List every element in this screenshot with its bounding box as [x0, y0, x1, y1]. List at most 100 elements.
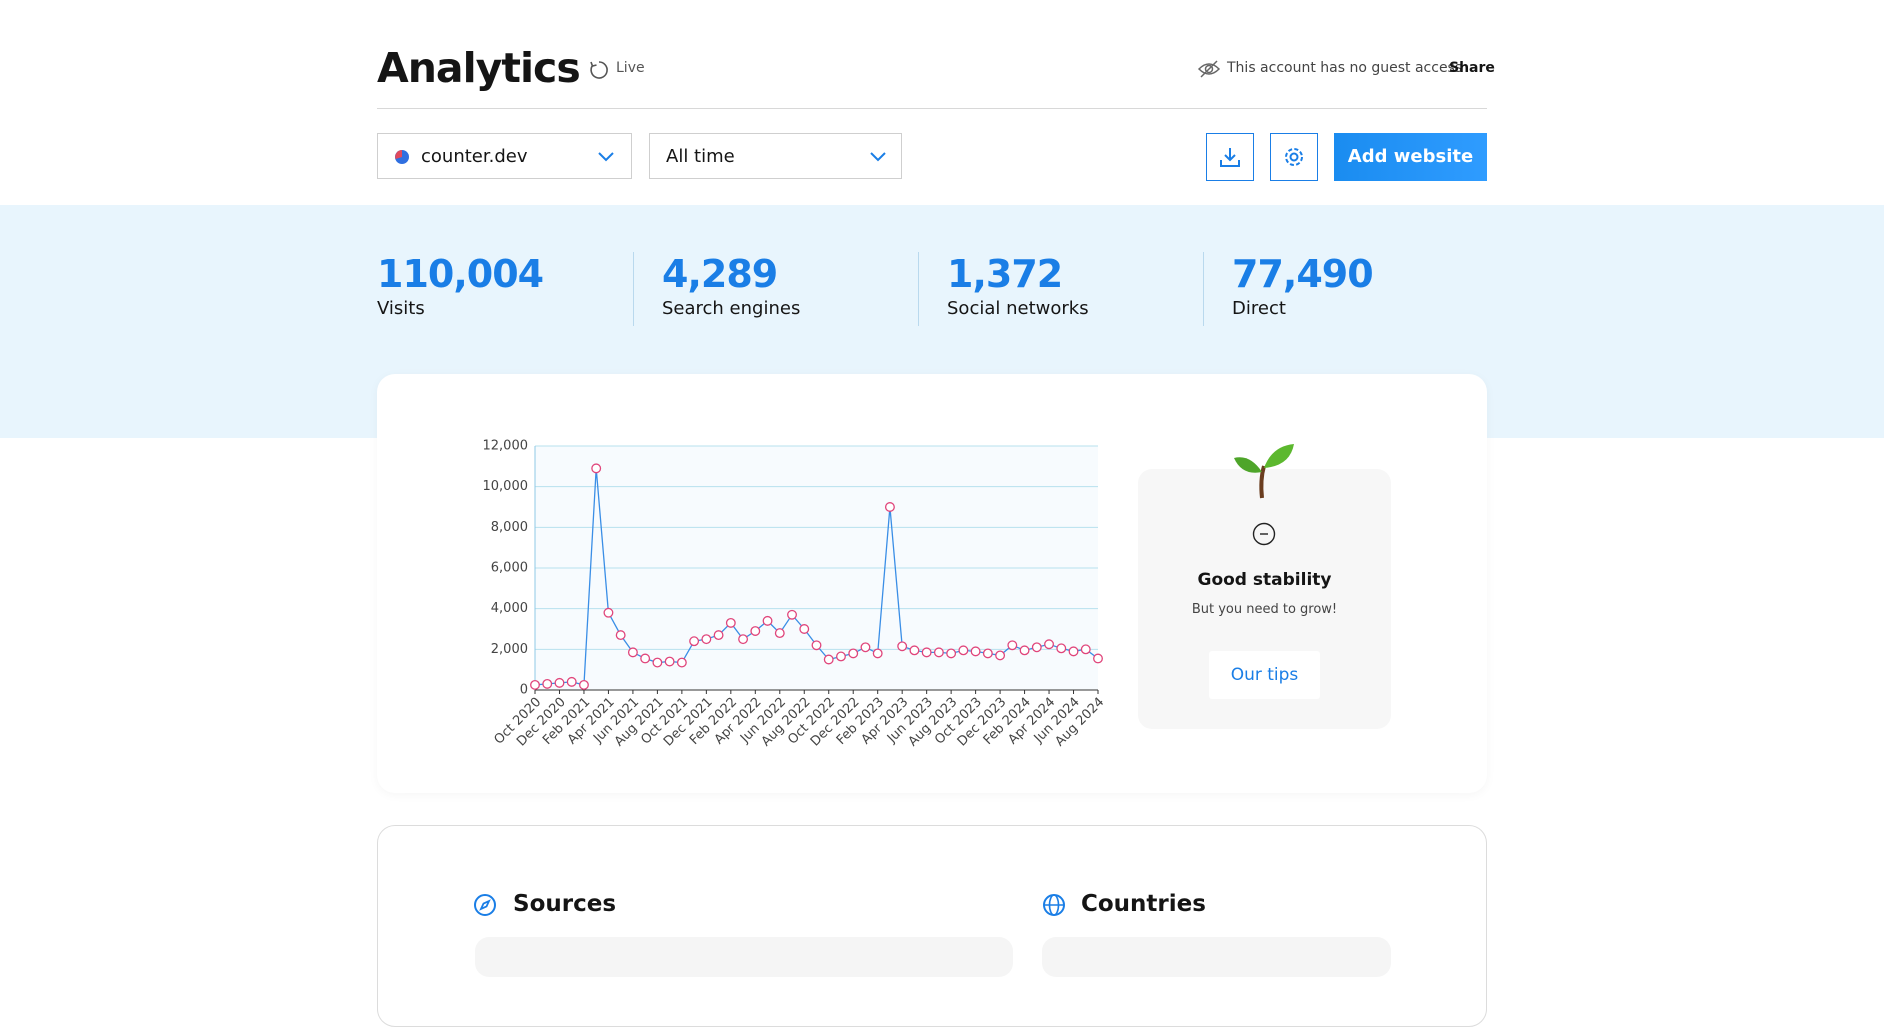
data-point [799, 624, 810, 634]
data-point [958, 645, 969, 656]
data-point [738, 634, 749, 645]
data-point [946, 648, 957, 659]
data-point [701, 634, 712, 645]
data-point [530, 679, 540, 690]
page-body: Analytics Live This account has no guest… [0, 44, 1884, 1027]
data-point [1080, 644, 1091, 655]
data-point [603, 607, 614, 618]
no-guest-icon [1197, 60, 1221, 78]
stat-label: Search engines [662, 298, 801, 319]
data-point [848, 648, 859, 659]
stat-value: 4,289 [662, 252, 778, 296]
data-point [1056, 643, 1067, 654]
sources-heading: Sources [513, 891, 617, 917]
stat-divider [918, 252, 919, 326]
live-icon [590, 61, 608, 79]
countries-table-header [1042, 937, 1391, 977]
data-point [1007, 640, 1018, 651]
stat-label: Visits [377, 298, 425, 319]
data-point [921, 647, 932, 658]
stat: 4,289 Search engines [662, 252, 800, 326]
settings-button[interactable] [1270, 133, 1318, 181]
data-point [713, 630, 724, 641]
data-point [640, 653, 651, 664]
y-tick-label: 0 [520, 683, 528, 698]
chevron [870, 152, 886, 162]
share-button[interactable]: Share [1449, 60, 1495, 76]
data-point [872, 648, 883, 659]
data-point [762, 615, 773, 626]
data-point [689, 636, 700, 647]
stat-value: 77,490 [1232, 252, 1374, 296]
sources-icon [474, 894, 496, 916]
data-point [860, 642, 871, 653]
data-point [884, 502, 895, 512]
data-point [970, 646, 981, 657]
plant-icon [1234, 444, 1294, 499]
data-point [554, 677, 565, 688]
stat: 110,004 Visits [377, 252, 544, 326]
download-button[interactable] [1206, 133, 1254, 181]
y-tick-label: 2,000 [491, 642, 528, 657]
site-icon [395, 150, 409, 164]
data-point [615, 630, 626, 641]
data-point [774, 628, 785, 639]
data-point [591, 463, 602, 474]
stat-label: Social networks [947, 298, 1089, 319]
stat-value: 1,372 [947, 252, 1063, 296]
details-card [377, 825, 1487, 1027]
countries-heading: Countries [1081, 891, 1206, 917]
data-point [1031, 642, 1042, 653]
tips-button[interactable]: Our tips [1209, 651, 1320, 699]
site-name: counter.dev [421, 146, 528, 167]
stat-divider [633, 252, 634, 326]
y-tick-label: 10,000 [483, 479, 529, 494]
sources-table-header [475, 937, 1013, 977]
stat: 77,490 Direct [1232, 252, 1374, 326]
download-icon [1220, 148, 1240, 167]
data-point [579, 679, 589, 690]
data-point [750, 626, 761, 636]
y-tick-label: 4,000 [491, 601, 528, 616]
page: Analytics { "header": {"title": "Analyti… [0, 44, 1884, 1027]
data-point [566, 676, 577, 687]
data-point [627, 647, 638, 658]
range-label: All time [666, 146, 735, 167]
data-point [982, 648, 993, 659]
data-point [836, 651, 846, 662]
data-point [1019, 645, 1030, 656]
data-point [1068, 646, 1079, 657]
y-tick-label: 12,000 [483, 439, 529, 454]
chevron [598, 152, 614, 162]
data-point [1044, 639, 1054, 650]
countries-icon [1043, 894, 1065, 916]
data-point [995, 650, 1006, 661]
stability-title: Good stability [1197, 570, 1332, 590]
divider [377, 108, 1487, 109]
data-point [897, 641, 908, 652]
stat-value: 110,004 [377, 252, 544, 296]
guest-notice: This account has no guest access [1227, 60, 1463, 76]
live-label[interactable]: Live [616, 60, 645, 76]
data-point [542, 678, 553, 689]
data-point [652, 657, 663, 668]
y-tick-label: 6,000 [491, 561, 528, 576]
data-point [787, 609, 797, 620]
data-point [933, 647, 944, 658]
data-point [823, 654, 834, 665]
add-website-button[interactable]: Add website [1334, 133, 1487, 181]
data-point [725, 617, 736, 628]
stat: 1,372 Social networks [947, 252, 1089, 326]
site-select[interactable]: counter.dev [377, 133, 632, 179]
y-tick-label: 8,000 [491, 520, 528, 535]
data-point [811, 640, 822, 651]
stat-divider [1203, 252, 1204, 326]
data-point [909, 645, 920, 656]
data-point [676, 657, 687, 668]
stat-label: Direct [1232, 298, 1286, 319]
settings-icon [1285, 148, 1303, 166]
data-point [1093, 653, 1103, 664]
neutral-icon [1252, 522, 1276, 546]
range-select[interactable]: All time [649, 133, 902, 179]
